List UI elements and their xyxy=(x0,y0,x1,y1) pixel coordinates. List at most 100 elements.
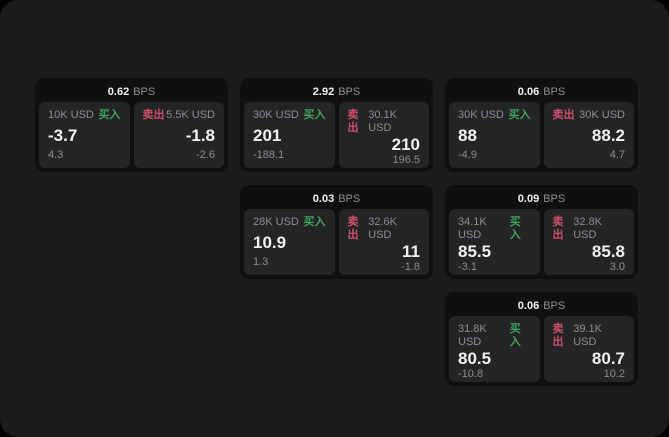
buy-tile-top: 34.1K USD 买入 xyxy=(458,216,531,242)
spread-value: 0.62 xyxy=(107,86,130,98)
quote-card: 0.62 BPS 10K USD 买入 -3.7 4.3 卖出 5.5K USD… xyxy=(35,78,228,172)
buy-tile[interactable]: 30K USD 买入 201 -188.1 xyxy=(244,102,335,168)
buy-side-label[interactable]: 买入 xyxy=(509,216,521,241)
buy-side-label[interactable]: 买入 xyxy=(508,109,531,121)
sell-amount: 30.1K USD xyxy=(368,109,397,134)
spread-header: 0.62 BPS xyxy=(39,82,224,102)
spread-unit: BPS xyxy=(133,86,156,98)
quote-card: 0.03 BPS 28K USD 买入 10.9 1.3 卖出 32.6K US… xyxy=(240,185,433,279)
sell-tile-top: 卖出 32.8K USD xyxy=(553,216,626,242)
buy-price: 201 xyxy=(253,126,282,145)
spread-header: 0.06 BPS xyxy=(449,296,634,316)
sell-delta: 4.7 xyxy=(609,149,625,161)
spread-header: 2.92 BPS xyxy=(244,82,429,102)
sell-delta: -1.8 xyxy=(401,261,420,273)
spread-header: 0.09 BPS xyxy=(449,189,634,209)
spread-value: 0.06 xyxy=(517,300,540,312)
buy-delta: -10.8 xyxy=(458,368,484,380)
sell-tile[interactable]: 卖出 32.6K USD 11 -1.8 xyxy=(338,209,429,275)
sell-amount: 32.6K USD xyxy=(368,216,397,241)
sell-tile-top: 卖出 39.1K USD xyxy=(553,323,626,349)
quote-tiles: 28K USD 买入 10.9 1.3 卖出 32.6K USD 11 -1.8 xyxy=(244,209,429,275)
sell-price: 88.2 xyxy=(591,126,625,145)
sell-price: 85.8 xyxy=(591,242,625,261)
spread-unit: BPS xyxy=(543,193,566,205)
buy-tile-top: 30K USD 买入 xyxy=(458,109,531,122)
sell-side-label[interactable]: 卖出 xyxy=(347,109,359,134)
buy-side-label[interactable]: 买入 xyxy=(98,109,121,121)
sell-price: 210 xyxy=(391,135,420,154)
spread-unit: BPS xyxy=(543,300,566,312)
buy-tile-top: 31.8K USD 买入 xyxy=(458,323,531,349)
buy-price: 80.5 xyxy=(458,349,492,368)
buy-tile[interactable]: 31.8K USD 买入 80.5 -10.8 xyxy=(449,316,540,382)
buy-side-label[interactable]: 买入 xyxy=(303,109,326,121)
sell-amount: 5.5K USD xyxy=(166,109,215,121)
buy-tile-top: 10K USD 买入 xyxy=(48,109,121,122)
sell-side-label[interactable]: 卖出 xyxy=(552,216,564,241)
buy-tile[interactable]: 30K USD 买入 88 -4.9 xyxy=(449,102,540,168)
sell-amount: 39.1K USD xyxy=(573,323,602,348)
quote-tiles: 10K USD 买入 -3.7 4.3 卖出 5.5K USD -1.8 -2.… xyxy=(39,102,224,168)
spread-header: 0.03 BPS xyxy=(244,189,429,209)
buy-price: 10.9 xyxy=(253,233,287,252)
spread-unit: BPS xyxy=(543,86,566,98)
sell-delta: 10.2 xyxy=(603,368,625,380)
buy-price: 88 xyxy=(458,126,477,145)
buy-delta: -3.1 xyxy=(458,261,477,273)
spread-header: 0.06 BPS xyxy=(449,82,634,102)
sell-tile[interactable]: 卖出 5.5K USD -1.8 -2.6 xyxy=(133,102,224,168)
buy-amount: 34.1K USD xyxy=(458,216,487,241)
buy-amount: 28K USD xyxy=(253,216,299,228)
sell-price: 80.7 xyxy=(591,349,625,368)
buy-tile[interactable]: 28K USD 买入 10.9 1.3 xyxy=(244,209,335,275)
quote-tiles: 30K USD 买入 88 -4.9 卖出 30K USD 88.2 4.7 xyxy=(449,102,634,168)
sell-amount: 30K USD xyxy=(579,109,625,121)
buy-delta: -188.1 xyxy=(253,149,285,161)
sell-delta: 3.0 xyxy=(609,261,625,273)
quote-card: 0.06 BPS 30K USD 买入 88 -4.9 卖出 30K USD 8… xyxy=(445,78,638,172)
sell-side-label[interactable]: 卖出 xyxy=(552,323,564,348)
buy-tile[interactable]: 34.1K USD 买入 85.5 -3.1 xyxy=(449,209,540,275)
buy-side-label[interactable]: 买入 xyxy=(303,216,326,228)
spread-value: 2.92 xyxy=(312,86,335,98)
sell-side-label[interactable]: 卖出 xyxy=(552,109,575,121)
buy-delta: 1.3 xyxy=(253,256,269,268)
sell-tile-top: 卖出 30.1K USD xyxy=(348,109,421,135)
buy-side-label[interactable]: 买入 xyxy=(509,323,521,348)
buy-amount: 31.8K USD xyxy=(458,323,487,348)
sell-delta: -2.6 xyxy=(196,149,215,161)
quote-tiles: 30K USD 买入 201 -188.1 卖出 30.1K USD 210 1… xyxy=(244,102,429,168)
buy-delta: -4.9 xyxy=(458,149,477,161)
sell-tile[interactable]: 卖出 39.1K USD 80.7 10.2 xyxy=(543,316,634,382)
sell-tile-top: 卖出 30K USD xyxy=(553,109,626,122)
quote-grid: 0.62 BPS 10K USD 买入 -3.7 4.3 卖出 5.5K USD… xyxy=(35,78,638,386)
quote-card: 2.92 BPS 30K USD 买入 201 -188.1 卖出 30.1K … xyxy=(240,78,433,172)
spread-value: 0.06 xyxy=(517,86,540,98)
quote-card: 0.06 BPS 31.8K USD 买入 80.5 -10.8 卖出 39.1… xyxy=(445,292,638,386)
sell-tile[interactable]: 卖出 30.1K USD 210 196.5 xyxy=(338,102,429,168)
spread-value: 0.09 xyxy=(517,193,540,205)
sell-side-label[interactable]: 卖出 xyxy=(142,109,165,121)
sell-price: 11 xyxy=(402,242,420,261)
sell-tile-top: 卖出 5.5K USD xyxy=(143,109,216,122)
sell-side-label[interactable]: 卖出 xyxy=(347,216,359,241)
quote-card: 0.09 BPS 34.1K USD 买入 85.5 -3.1 卖出 32.8K… xyxy=(445,185,638,279)
sell-amount: 32.8K USD xyxy=(573,216,602,241)
buy-amount: 30K USD xyxy=(253,109,299,121)
spread-value: 0.03 xyxy=(312,193,335,205)
sell-tile[interactable]: 卖出 30K USD 88.2 4.7 xyxy=(543,102,634,168)
buy-amount: 10K USD xyxy=(48,109,94,121)
quote-tiles: 31.8K USD 买入 80.5 -10.8 卖出 39.1K USD 80.… xyxy=(449,316,634,382)
buy-delta: 4.3 xyxy=(48,149,64,161)
buy-price: 85.5 xyxy=(458,242,492,261)
buy-tile-top: 30K USD 买入 xyxy=(253,109,326,122)
spread-unit: BPS xyxy=(338,86,361,98)
spread-unit: BPS xyxy=(338,193,361,205)
buy-tile[interactable]: 10K USD 买入 -3.7 4.3 xyxy=(39,102,130,168)
sell-tile[interactable]: 卖出 32.8K USD 85.8 3.0 xyxy=(543,209,634,275)
sell-price: -1.8 xyxy=(185,126,215,145)
sell-tile-top: 卖出 32.6K USD xyxy=(348,216,421,242)
sell-delta: 196.5 xyxy=(392,154,420,166)
